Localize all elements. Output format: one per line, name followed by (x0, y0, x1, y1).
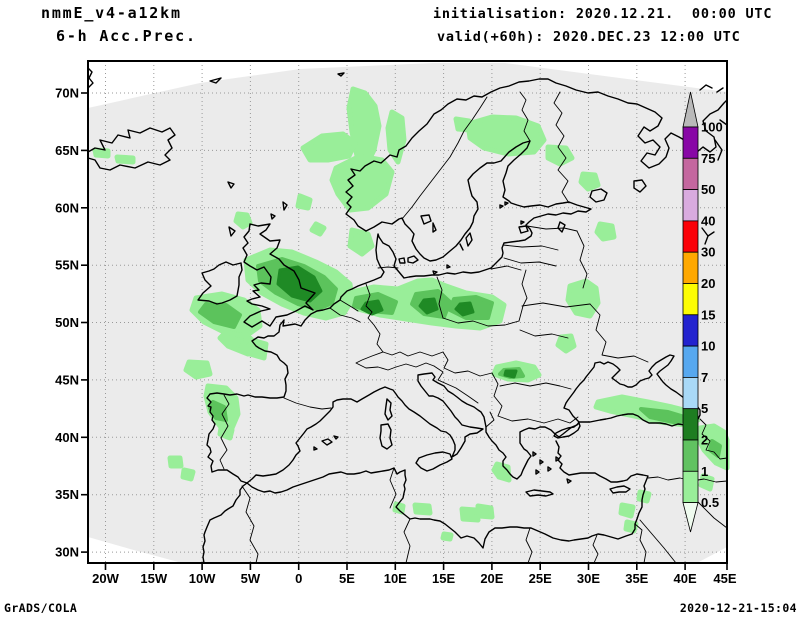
colorbar-label: 7 (701, 370, 708, 385)
precip-light-iceland (92, 147, 111, 159)
x-axis-labels: 20W 15W 10W 5W 0 5E 10E 15E 20E 25E 30E … (92, 571, 737, 586)
island-hebrides (228, 226, 236, 237)
y-axis-label: 50N (55, 315, 79, 330)
island-saaremaa (518, 225, 529, 234)
y-axis-label: 70N (55, 86, 79, 101)
x-axis-label: 30E (577, 571, 600, 586)
y-axis-label: 40N (55, 430, 79, 445)
coastline-turkey-africa (202, 440, 649, 564)
coastline-marmara (553, 422, 581, 439)
lake-ladoga (589, 188, 608, 203)
colorbar-label: 2 (701, 433, 708, 448)
x-axis-label: 10W (189, 571, 216, 586)
colorbar: 100 75 50 40 30 20 15 10 7 5 2 1 0.5 (682, 91, 723, 533)
x-axis-label: 45E (713, 571, 736, 586)
x-axis-label: 15W (140, 571, 167, 586)
precip-light-biscay (183, 359, 213, 380)
island-sicily (415, 451, 453, 472)
island-gotland (465, 232, 473, 247)
x-axis-label: 40E (674, 571, 697, 586)
x-axis-label: 5W (241, 571, 261, 586)
colorbar-label: 10 (701, 339, 715, 354)
gridlines (88, 61, 727, 563)
x-axis-label: 35E (625, 571, 648, 586)
creation-timestamp: 2020-12-21-15:04 (680, 601, 797, 615)
island-crete (525, 489, 554, 497)
colorbar-under-arrow (682, 502, 699, 533)
y-axis-label: 35N (55, 487, 79, 502)
y-axis-label: 55N (55, 258, 79, 273)
x-axis-label: 0 (295, 571, 302, 586)
island-jan-mayen (209, 77, 222, 84)
y-axis-label: 30N (55, 545, 79, 560)
colorbar-label: 40 (701, 213, 715, 228)
island-mallorca (321, 438, 333, 446)
island-shetland (282, 201, 288, 211)
x-axis-label: 5E (339, 571, 355, 586)
colorbar-label: 5 (701, 401, 708, 416)
x-axis-label: 25E (529, 571, 552, 586)
colorbar-label: 30 (701, 245, 715, 260)
colorbar-label: 0.5 (701, 495, 719, 510)
coastline-black-sea (563, 354, 701, 427)
precip-light-finland (465, 114, 547, 157)
island-faroes (227, 181, 235, 189)
y-axis-label: 60N (55, 200, 79, 215)
precip-light-norway-3 (329, 153, 395, 213)
lake-peipus (557, 221, 566, 233)
precip-light-scotland (233, 211, 253, 230)
colorbar-label: 75 (701, 151, 715, 166)
lake-vanern (420, 214, 432, 225)
precip-light-syria (618, 502, 636, 519)
colorbar-label: 50 (701, 182, 715, 197)
island-cyprus (609, 485, 631, 494)
x-axis-label: 20E (480, 571, 503, 586)
coastline-baltic-and-west-europe (206, 140, 592, 484)
colorbar-label: 1 (701, 464, 708, 479)
precip-dark-belgium (418, 297, 439, 315)
y-axis-label: 65N (55, 143, 79, 158)
barents-fragments (699, 84, 728, 161)
island-sardinia (379, 423, 393, 450)
init-time-label: initialisation: 2020.12.21. 00:00 UTC (433, 6, 772, 22)
precip-light-brittany (239, 336, 269, 361)
map-frame (81, 60, 728, 570)
lake-onega (633, 179, 647, 193)
coastline-ireland (197, 261, 243, 305)
model-title: nmmE_v4-a12km (41, 4, 182, 22)
colorbar-label: 15 (701, 307, 715, 322)
precip-light-libya (412, 502, 433, 516)
coastline-scandinavia-atlantic (345, 78, 728, 232)
colorbar-label: 100 (701, 120, 723, 135)
precip-light-ukraine (555, 333, 577, 354)
country-borders (219, 91, 728, 564)
coastline-great-britain (242, 223, 316, 328)
grads-credit: GrADS/COLA (4, 601, 77, 615)
coastlines (87, 67, 728, 564)
valid-time-label: valid(+60h): 2020.DEC.23 12:00 UTC (437, 29, 741, 45)
coastline-iceland (87, 127, 176, 171)
precip-light-belarus (565, 278, 601, 319)
y-axis-label: 45N (55, 372, 79, 387)
island-zealand (407, 255, 419, 264)
x-axis-label: 15E (432, 571, 455, 586)
x-axis-label: 20W (92, 571, 119, 586)
y-axis-labels: 70N 65N 60N 55N 50N 45N 40N 35N 30N (55, 86, 79, 560)
island-corsica (384, 398, 393, 421)
product-title: 6-h Acc.Prec. (56, 27, 197, 45)
precip-light-norway-2 (300, 131, 358, 163)
colorbar-label: 20 (701, 276, 715, 291)
x-axis-label: 10E (384, 571, 407, 586)
